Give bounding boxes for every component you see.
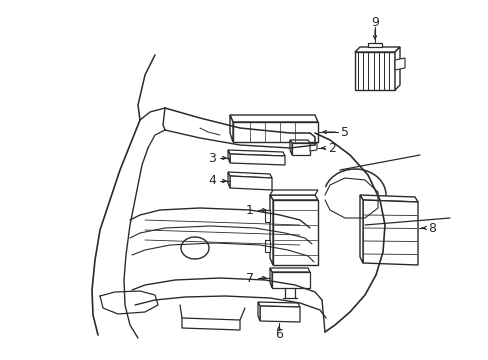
Polygon shape (359, 195, 417, 202)
Polygon shape (362, 200, 417, 265)
Polygon shape (227, 150, 285, 156)
Polygon shape (354, 47, 399, 52)
Polygon shape (229, 176, 271, 190)
Text: 9: 9 (370, 15, 378, 28)
Polygon shape (289, 140, 309, 143)
Polygon shape (359, 195, 362, 263)
Polygon shape (309, 143, 316, 151)
Polygon shape (394, 58, 404, 70)
Polygon shape (272, 200, 317, 265)
Polygon shape (227, 172, 271, 178)
Polygon shape (354, 52, 394, 90)
Text: 7: 7 (245, 271, 253, 284)
Polygon shape (264, 240, 269, 252)
Text: 4: 4 (207, 175, 216, 188)
Text: 2: 2 (327, 141, 335, 154)
Polygon shape (291, 143, 309, 155)
Polygon shape (229, 154, 285, 165)
Polygon shape (232, 122, 317, 142)
Polygon shape (269, 268, 271, 288)
Polygon shape (229, 115, 317, 122)
Text: 1: 1 (245, 203, 253, 216)
Polygon shape (367, 43, 381, 47)
Polygon shape (260, 306, 299, 322)
Text: 3: 3 (207, 152, 216, 165)
Polygon shape (289, 140, 291, 155)
Polygon shape (269, 268, 309, 272)
Polygon shape (227, 150, 229, 163)
Text: 8: 8 (427, 221, 435, 234)
Polygon shape (227, 172, 229, 188)
Polygon shape (258, 302, 260, 321)
Polygon shape (271, 272, 309, 288)
Polygon shape (394, 47, 399, 90)
Polygon shape (269, 195, 272, 265)
Text: 6: 6 (274, 328, 283, 342)
Polygon shape (229, 115, 232, 142)
Polygon shape (264, 210, 269, 222)
Polygon shape (269, 190, 317, 195)
Polygon shape (258, 302, 299, 307)
Text: 5: 5 (340, 126, 348, 139)
Polygon shape (269, 195, 317, 200)
